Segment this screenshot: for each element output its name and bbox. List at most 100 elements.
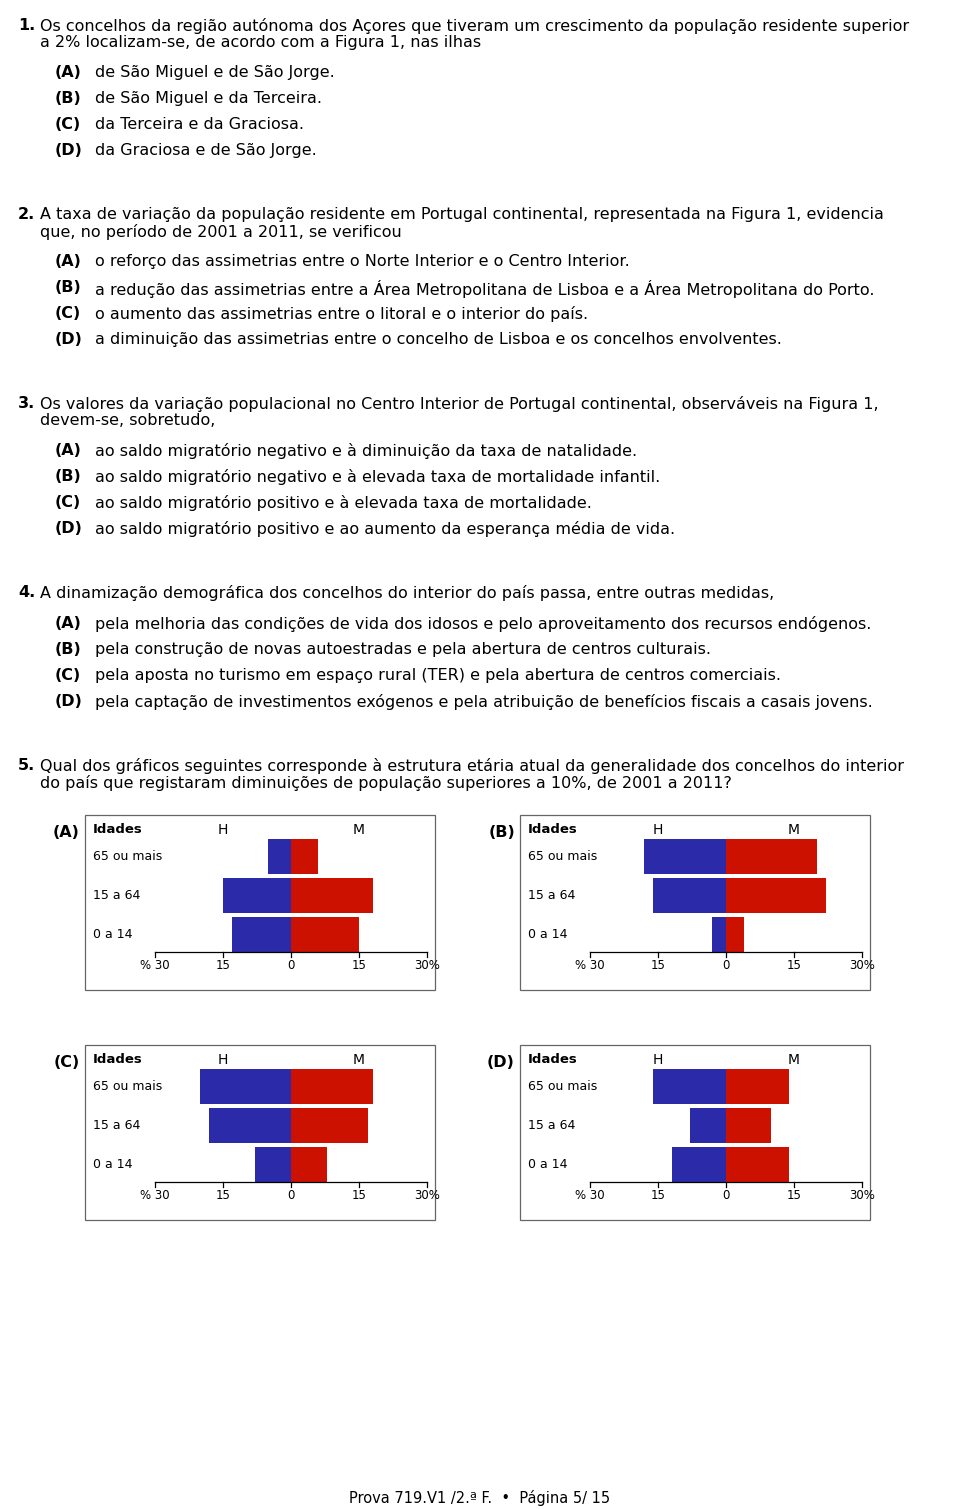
Bar [726, 917, 744, 952]
Text: Os concelhos da região autónoma dos Açores que tiveram um crescimento da populaç: Os concelhos da região autónoma dos Açor… [40, 18, 909, 35]
Text: Idades: Idades [528, 1053, 578, 1065]
Text: ao saldo migratório positivo e à elevada taxa de mortalidade.: ao saldo migratório positivo e à elevada… [95, 495, 592, 512]
Text: % 30: % 30 [575, 1189, 605, 1203]
Text: 15: 15 [351, 960, 367, 972]
Text: 0: 0 [287, 960, 295, 972]
Text: 65 ou mais: 65 ou mais [528, 1080, 597, 1093]
Bar [85, 815, 435, 990]
Text: 15: 15 [216, 960, 230, 972]
Bar [726, 1147, 789, 1182]
Text: a diminuição das assimetrias entre o concelho de Lisboa e os concelhos envolvent: a diminuição das assimetrias entre o con… [95, 332, 781, 347]
Bar [520, 815, 870, 990]
Text: (D): (D) [55, 143, 83, 158]
Text: pela aposta no turismo em espaço rural (TER) e pela abertura de centros comercia: pela aposta no turismo em espaço rural (… [95, 668, 781, 684]
Text: de São Miguel e da Terceira.: de São Miguel e da Terceira. [95, 91, 322, 106]
Bar [672, 1147, 726, 1182]
Text: 65 ou mais: 65 ou mais [93, 1080, 162, 1093]
Text: 30%: 30% [849, 960, 875, 972]
Text: 0 a 14: 0 a 14 [93, 928, 132, 942]
Text: 15: 15 [351, 1189, 367, 1203]
Bar [654, 1068, 726, 1105]
Text: Qual dos gráficos seguintes corresponde à estrutura etária atual da generalidade: Qual dos gráficos seguintes corresponde … [40, 758, 904, 774]
Text: 0: 0 [722, 960, 730, 972]
Text: 0: 0 [287, 1189, 295, 1203]
Text: 0 a 14: 0 a 14 [528, 928, 567, 942]
Text: da Terceira e da Graciosa.: da Terceira e da Graciosa. [95, 118, 304, 131]
Text: pela captação de investimentos exógenos e pela atribuição de benefícios fiscais : pela captação de investimentos exógenos … [95, 694, 873, 711]
Text: 15 a 64: 15 a 64 [93, 889, 140, 902]
Text: (D): (D) [55, 694, 83, 709]
Text: que, no período de 2001 a 2011, se verificou: que, no período de 2001 a 2011, se verif… [40, 223, 401, 240]
Text: Os valores da variação populacional no Centro Interior de Portugal continental, : Os valores da variação populacional no C… [40, 395, 878, 412]
Text: Prova 719.V1 /2.ª F.  •  Página 5/ 15: Prova 719.V1 /2.ª F. • Página 5/ 15 [349, 1489, 611, 1506]
Bar [654, 878, 726, 913]
Bar [291, 1147, 327, 1182]
Text: % 30: % 30 [140, 960, 170, 972]
Text: 5.: 5. [18, 758, 36, 773]
Bar [201, 1068, 291, 1105]
Text: M: M [353, 1053, 365, 1067]
Text: M: M [353, 822, 365, 837]
Text: (B): (B) [55, 641, 82, 656]
Text: (A): (A) [55, 254, 82, 269]
Bar [291, 917, 359, 952]
Text: o reforço das assimetrias entre o Norte Interior e o Centro Interior.: o reforço das assimetrias entre o Norte … [95, 254, 630, 269]
Bar [291, 839, 318, 874]
Bar [223, 878, 291, 913]
Text: (B): (B) [55, 281, 82, 294]
Text: (A): (A) [55, 616, 82, 631]
Text: ao saldo migratório negativo e à diminuição da taxa de natalidade.: ao saldo migratório negativo e à diminui… [95, 444, 637, 459]
Text: 15: 15 [651, 1189, 665, 1203]
Text: 15 a 64: 15 a 64 [528, 889, 575, 902]
Text: o aumento das assimetrias entre o litoral e o interior do país.: o aumento das assimetrias entre o litora… [95, 306, 588, 321]
Text: a 2% localizam-se, de acordo com a Figura 1, nas ilhas: a 2% localizam-se, de acordo com a Figur… [40, 35, 481, 50]
Bar [269, 839, 291, 874]
Text: (D): (D) [487, 1055, 515, 1070]
Text: pela melhoria das condições de vida dos idosos e pelo aproveitamento dos recurso: pela melhoria das condições de vida dos … [95, 616, 872, 632]
Bar [232, 917, 291, 952]
Text: (A): (A) [53, 825, 80, 841]
Text: de São Miguel e de São Jorge.: de São Miguel e de São Jorge. [95, 65, 335, 80]
Text: 4.: 4. [18, 585, 36, 601]
Text: 30%: 30% [414, 960, 440, 972]
Bar [209, 1108, 291, 1142]
Text: 15: 15 [651, 960, 665, 972]
Bar [689, 1108, 726, 1142]
Text: M: M [788, 1053, 800, 1067]
Text: 0 a 14: 0 a 14 [93, 1157, 132, 1171]
Text: 65 ou mais: 65 ou mais [93, 850, 162, 863]
Bar [644, 839, 726, 874]
Text: 0: 0 [722, 1189, 730, 1203]
Text: (A): (A) [55, 444, 82, 459]
Text: do país que registaram diminuições de população superiores a 10%, de 2001 a 2011: do país que registaram diminuições de po… [40, 776, 732, 791]
Text: H: H [218, 822, 228, 837]
Text: (B): (B) [55, 91, 82, 106]
Bar [291, 878, 372, 913]
Text: (D): (D) [55, 332, 83, 347]
Text: (B): (B) [55, 469, 82, 484]
Text: (C): (C) [54, 1055, 80, 1070]
Text: A taxa de variação da população residente em Portugal continental, representada : A taxa de variação da população resident… [40, 207, 884, 222]
Bar [712, 917, 726, 952]
Text: 30%: 30% [849, 1189, 875, 1203]
Bar [254, 1147, 291, 1182]
Text: 2.: 2. [18, 207, 36, 222]
Text: 65 ou mais: 65 ou mais [528, 850, 597, 863]
Text: Idades: Idades [528, 822, 578, 836]
Text: da Graciosa e de São Jorge.: da Graciosa e de São Jorge. [95, 143, 317, 158]
Text: 30%: 30% [414, 1189, 440, 1203]
Text: (C): (C) [55, 668, 82, 684]
Text: 15 a 64: 15 a 64 [93, 1120, 140, 1132]
Text: 15: 15 [216, 1189, 230, 1203]
Text: H: H [653, 1053, 663, 1067]
Text: 3.: 3. [18, 395, 36, 410]
Text: H: H [218, 1053, 228, 1067]
Text: a redução das assimetrias entre a Área Metropolitana de Lisboa e a Área Metropol: a redução das assimetrias entre a Área M… [95, 281, 875, 297]
Text: A dinamização demográfica dos concelhos do interior do país passa, entre outras : A dinamização demográfica dos concelhos … [40, 585, 775, 601]
Text: ao saldo migratório positivo e ao aumento da esperança média de vida.: ao saldo migratório positivo e ao aument… [95, 521, 675, 537]
Bar [291, 1068, 372, 1105]
Text: H: H [653, 822, 663, 837]
Text: (A): (A) [55, 65, 82, 80]
Text: 1.: 1. [18, 18, 36, 33]
Bar [291, 1108, 368, 1142]
